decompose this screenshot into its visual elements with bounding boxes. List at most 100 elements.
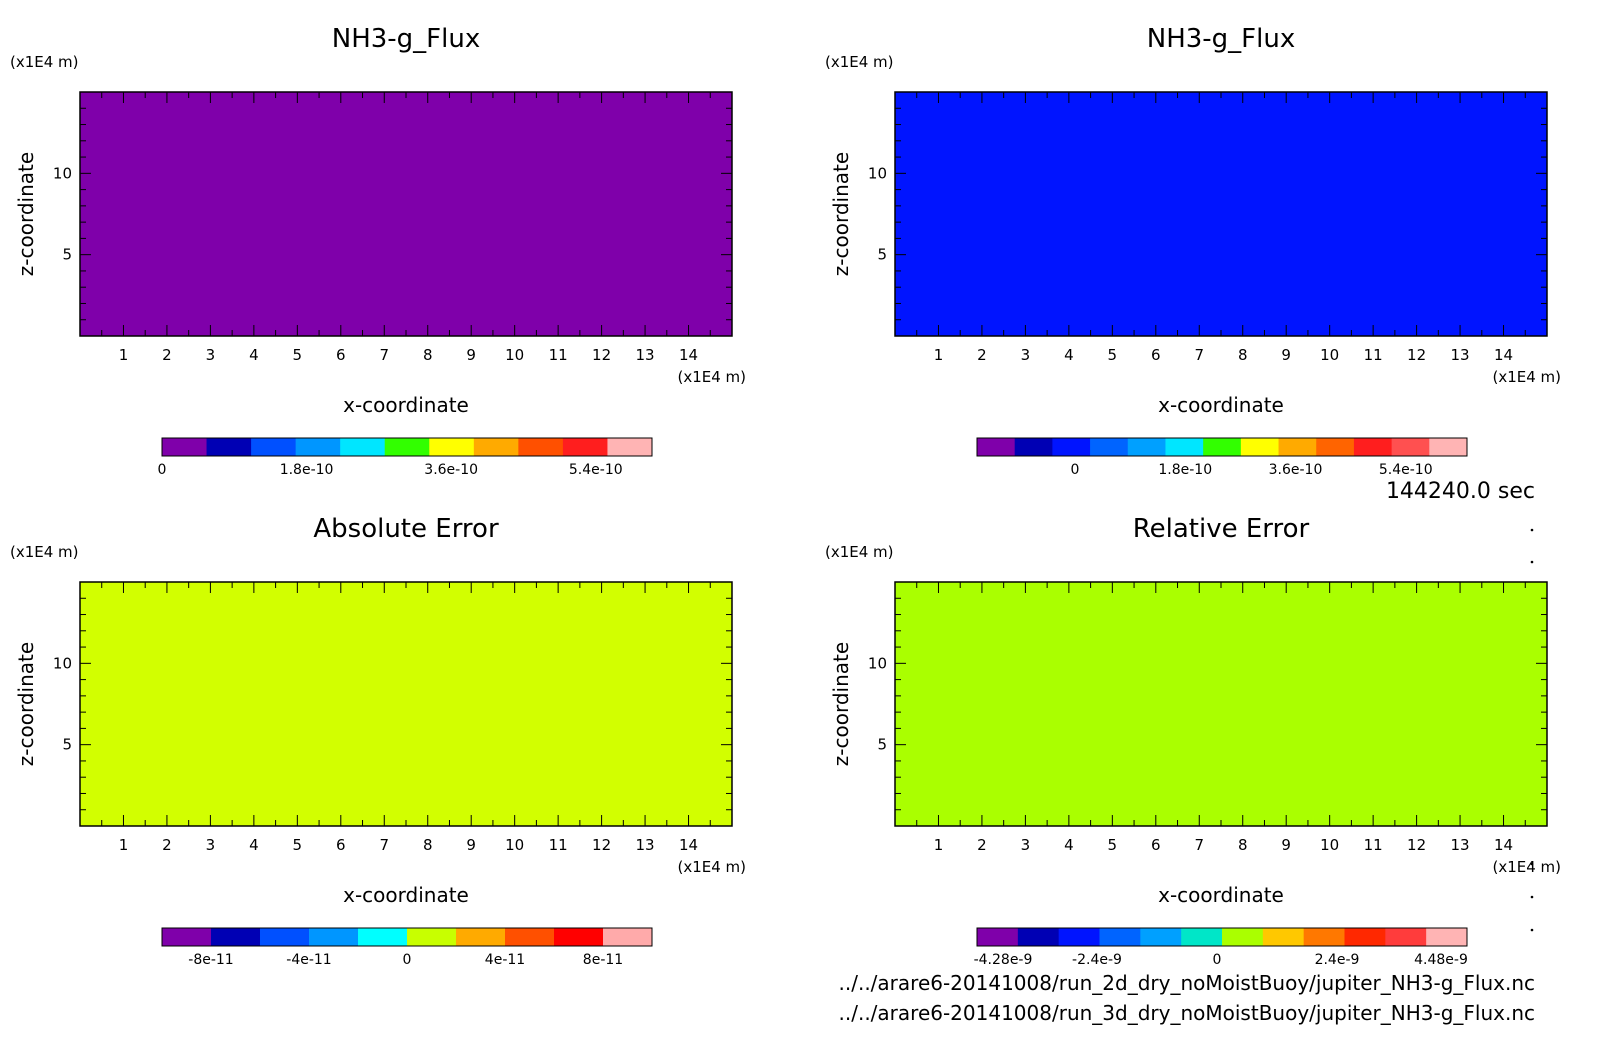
x-tick-label: 13: [1451, 346, 1470, 364]
x-axis-unit: (x1E4 m): [677, 858, 746, 876]
x-tick-label: 9: [466, 346, 476, 364]
x-tick-label: 3: [206, 346, 216, 364]
y-tick-label: 5: [62, 736, 72, 754]
x-tick-label: 13: [636, 836, 655, 854]
margin-dot: [1530, 862, 1534, 866]
colorbar-segment: [1052, 438, 1091, 456]
colorbar-segment: [1090, 438, 1129, 456]
x-axis-unit: (x1E4 m): [677, 368, 746, 386]
x-tick-label: 10: [1320, 836, 1339, 854]
colorbar-segment: [1222, 928, 1264, 946]
colorbar-segment: [358, 928, 408, 946]
colorbar-tick-label: -4.28e-9: [974, 952, 1033, 968]
x-tick-label: 6: [1151, 836, 1161, 854]
margin-dot: [1530, 895, 1534, 899]
chart-title: NH3-g_Flux: [1147, 24, 1295, 54]
x-tick-label: 1: [934, 836, 944, 854]
x-axis-label: x-coordinate: [343, 393, 469, 417]
x-tick-label: 14: [679, 836, 698, 854]
colorbar-segment: [1014, 438, 1053, 456]
x-tick-label: 10: [505, 346, 524, 364]
y-axis-label: z-coordinate: [14, 152, 38, 276]
heatmap-fill: [895, 582, 1547, 826]
colorbar-segment: [1316, 438, 1355, 456]
y-tick-label: 5: [62, 246, 72, 264]
x-tick-label: 8: [1238, 836, 1248, 854]
colorbar-segment: [251, 438, 297, 456]
chart-panel-3: Absolute Error(x1E4 m)1 2 3 4 5 6 7 8 9 10 11 12 13 1…: [10, 514, 746, 968]
x-tick-label: 7: [1194, 346, 1204, 364]
colorbar-frame: [161, 437, 653, 457]
colorbar-segment: [1385, 928, 1427, 946]
y-axis-label: z-coordinate: [829, 642, 853, 766]
y-tick-label: 5: [877, 736, 887, 754]
x-tick-label: 9: [1281, 346, 1291, 364]
colorbar-segment: [505, 928, 555, 946]
x-tick-label: 9: [1281, 836, 1291, 854]
x-tick-label: 11: [1364, 346, 1383, 364]
colorbar-segment: [603, 928, 653, 946]
chart-panel-2: NH3-g_Flux(x1E4 m)1 2 3 4 5 6 7 8 9 10 11 12 13 14510…: [825, 24, 1561, 478]
chart-panel-4: Relative Error(x1E4 m)1 2 3 4 5 6 7 8 9 10 11 12 13 1…: [825, 514, 1561, 968]
colorbar-tick-label: 5.4e-10: [1379, 462, 1433, 478]
colorbar-tick-label: 3.6e-10: [1269, 462, 1323, 478]
colorbar-segment: [1017, 928, 1060, 946]
y-tick-label: 10: [53, 654, 72, 672]
x-tick-label: 6: [336, 836, 346, 854]
colorbar-segment: [456, 928, 506, 946]
x-tick-label: 11: [549, 836, 568, 854]
heatmap-fill: [80, 92, 732, 336]
colorbar-segment: [309, 928, 359, 946]
x-tick-label: 4: [249, 836, 259, 854]
colorbar-segment: [1278, 438, 1317, 456]
time-label: 144240.0 sec: [1386, 479, 1535, 504]
x-tick-label: 5: [1108, 836, 1118, 854]
colorbar-segment: [1203, 438, 1242, 456]
chart-title: Absolute Error: [313, 514, 499, 544]
colorbar-segment: [407, 928, 457, 946]
x-axis-label: x-coordinate: [1158, 883, 1284, 907]
x-tick-label: 14: [679, 346, 698, 364]
colorbar-frame: [161, 927, 653, 947]
colorbar-segment: [211, 928, 261, 946]
y-tick-label: 10: [53, 164, 72, 182]
colorbar-segment: [384, 438, 430, 456]
colorbar-segment: [162, 438, 208, 456]
colorbar-segment: [518, 438, 564, 456]
colorbar-tick-label: 2.4e-9: [1315, 952, 1360, 968]
y-axis-unit: (x1E4 m): [10, 543, 79, 561]
x-tick-label: 8: [1238, 346, 1248, 364]
colorbar: -4.28e-9 -2.4e-9 0 2.4e-9 4.48e-9: [974, 927, 1468, 968]
chart-title: NH3-g_Flux: [332, 24, 480, 54]
x-tick-label: 14: [1494, 346, 1513, 364]
colorbar-segment: [1240, 438, 1280, 456]
x-tick-label: 9: [466, 836, 476, 854]
colorbar-frame: [976, 927, 1468, 947]
x-tick-label: 4: [1064, 836, 1074, 854]
y-tick-label: 10: [868, 654, 887, 672]
x-tick-label: 7: [379, 346, 389, 364]
colorbar-tick-label: 1.8e-10: [1158, 462, 1212, 478]
y-axis-label: z-coordinate: [14, 642, 38, 766]
colorbar-segment: [340, 438, 386, 456]
y-axis-label: z-coordinate: [829, 152, 853, 276]
colorbar-segment: [473, 438, 519, 456]
colorbar-tick-label: 8e-11: [583, 952, 623, 968]
colorbar-segment: [554, 928, 604, 946]
x-tick-label: 3: [206, 836, 216, 854]
colorbar-tick-label: 0: [1071, 462, 1080, 478]
x-tick-label: 10: [1320, 346, 1339, 364]
x-tick-label: 4: [1064, 346, 1074, 364]
colorbar-segment: [1344, 928, 1386, 946]
colorbar: -8e-11 -4e-11 0 4e-11 8e-11: [161, 927, 653, 968]
x-tick-label: 13: [636, 346, 655, 364]
chart-panel-1: NH3-g_Flux(x1E4 m)1 2 3 4 5 6 7 8 9 10 11 12 13 14510…: [10, 24, 746, 478]
x-axis-unit: (x1E4 m): [1492, 368, 1561, 386]
x-tick-label: 14: [1494, 836, 1513, 854]
y-tick-label: 10: [868, 164, 887, 182]
panels-group: NH3-g_Flux(x1E4 m)1 2 3 4 5 6 7 8 9 10 11 12 13 14510…: [10, 24, 1561, 968]
colorbar-segment: [295, 438, 341, 456]
x-axis-label: x-coordinate: [343, 883, 469, 907]
x-tick-label: 11: [549, 346, 568, 364]
file-path-2d: ../../arare6-20141008/run_2d_dry_noMoist…: [839, 971, 1535, 995]
